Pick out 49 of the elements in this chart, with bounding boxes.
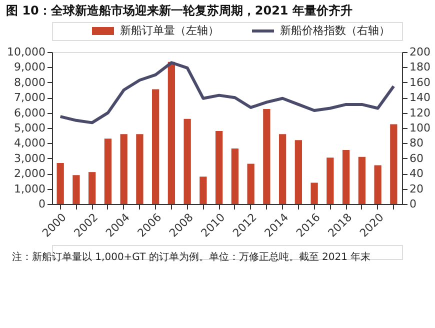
bar xyxy=(184,118,191,204)
y-tick-label: 1,000 xyxy=(14,182,46,196)
bar xyxy=(104,138,112,204)
text: 注：新船订单量以 1,000+GT 的订单为例。单位：万修正总吨。截至 2021 年末 xyxy=(12,251,371,263)
y-tick-label: 6,000 xyxy=(14,106,46,120)
y2-tick-label: 120 xyxy=(410,106,430,120)
bar xyxy=(56,162,64,204)
bar xyxy=(390,124,398,204)
bar xyxy=(88,172,96,204)
y-tick-label: 7,000 xyxy=(14,91,46,104)
y-tick-label: 5,000 xyxy=(14,122,46,134)
y2-tick-label: 180 xyxy=(410,60,430,74)
bar xyxy=(136,134,144,204)
bar xyxy=(72,175,80,204)
y2-tick-label: 0 xyxy=(410,198,416,210)
y-tick-label: 0 xyxy=(38,198,46,210)
y2-tick-label: 160 xyxy=(410,76,430,89)
bar xyxy=(374,165,382,204)
bar xyxy=(215,131,223,204)
line-series xyxy=(58,61,396,124)
y2-tick-label: 100 xyxy=(410,122,430,134)
y-tick-label: 8,000 xyxy=(14,76,46,89)
bar xyxy=(168,62,176,204)
bar xyxy=(310,182,318,204)
y-tick-label: 4,000 xyxy=(14,136,46,150)
y-tick-label: 10,000 xyxy=(7,46,46,58)
bar xyxy=(231,148,239,204)
bar xyxy=(342,150,350,204)
y2-tick-label: 20 xyxy=(410,182,424,196)
bar xyxy=(120,134,128,204)
bar xyxy=(152,89,160,204)
bar xyxy=(294,140,302,204)
y2-tick-label: 200 xyxy=(410,46,430,58)
y2-tick-label: 140 xyxy=(410,91,430,104)
bar xyxy=(326,158,334,204)
y2-tick-label: 40 xyxy=(410,167,424,180)
bar xyxy=(263,109,270,204)
bar xyxy=(358,156,366,204)
y-tick-label: 2,000 xyxy=(14,167,46,180)
legend-label: 新船价格指数（右轴） xyxy=(280,24,390,37)
y-tick-label: 3,000 xyxy=(14,152,46,165)
bar xyxy=(278,134,286,204)
y2-tick-label: 80 xyxy=(410,136,424,150)
y2-tick-label: 60 xyxy=(410,152,424,165)
bar xyxy=(247,164,254,204)
chart-title: 图 10：全球新造船市场迎来新一轮复苏周期，2021 年量价齐升 xyxy=(6,4,352,18)
legend-label: 新船订单量（左轴） xyxy=(120,24,219,37)
y-tick-label: 9,000 xyxy=(14,60,46,74)
bar xyxy=(200,176,207,204)
